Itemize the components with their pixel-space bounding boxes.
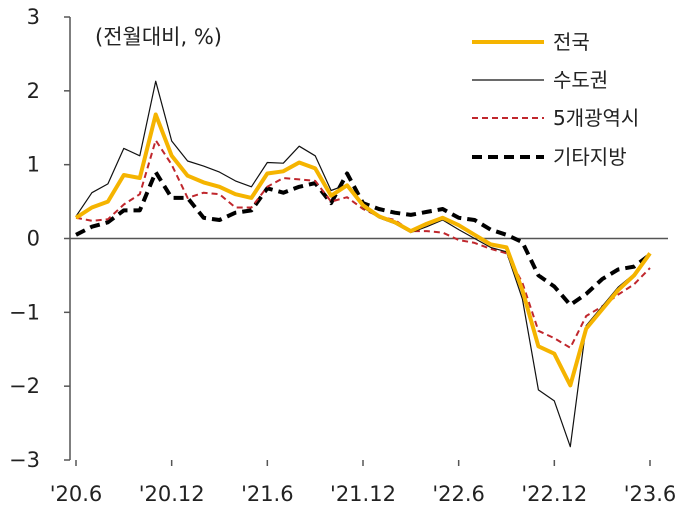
y-tick-label: −2 <box>9 374 40 398</box>
x-tick-label: '23.6 <box>624 482 677 506</box>
legend-label-2: 수도권 <box>553 68 608 92</box>
y-tick-labels: 3 2 1 0 −1 −2 −3 <box>9 5 40 472</box>
x-tick-label: '22.6 <box>432 482 485 506</box>
y-tick-label: −3 <box>9 448 40 472</box>
legend-label-3: 5개광역시 <box>553 106 639 130</box>
x-tick-label: '20.12 <box>139 482 205 506</box>
x-tick-labels: '20.6 '20.12 '21.6 '21.12 '22.6 '22.12 '23.6 <box>50 482 677 506</box>
x-tick-label: '21.12 <box>330 482 396 506</box>
series-line-3 <box>75 139 651 349</box>
y-tick-label: 0 <box>27 227 40 251</box>
y-tick-label: 3 <box>27 5 40 29</box>
y-tick-marks <box>64 16 70 461</box>
series-line-1 <box>74 112 652 388</box>
y-tick-label: 1 <box>27 153 40 177</box>
legend-label-1: 전국 <box>553 30 590 54</box>
series-lines <box>74 80 652 448</box>
legend-label-4: 기타지방 <box>553 145 627 169</box>
y-tick-label: 2 <box>27 79 40 103</box>
unit-label: (전월대비, %) <box>95 25 222 49</box>
x-tick-label: '21.6 <box>241 482 294 506</box>
x-tick-label: '20.6 <box>50 482 103 506</box>
y-tick-label: −1 <box>9 300 40 324</box>
x-tick-marks <box>75 460 651 466</box>
x-tick-label: '22.12 <box>521 482 587 506</box>
